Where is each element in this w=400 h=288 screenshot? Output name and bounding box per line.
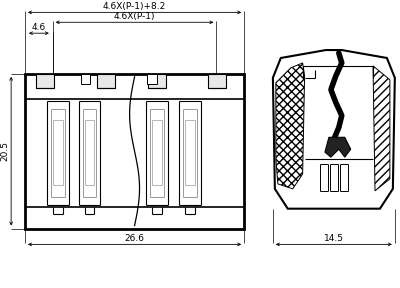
- Bar: [80, 74, 90, 84]
- Text: 4.6: 4.6: [32, 23, 46, 32]
- Text: 4.6X(P-1): 4.6X(P-1): [114, 12, 155, 21]
- Polygon shape: [273, 50, 395, 209]
- Bar: [36, 74, 54, 88]
- Text: 4.6X(P-1)+8.2: 4.6X(P-1)+8.2: [103, 2, 166, 11]
- Bar: [97, 74, 115, 88]
- Polygon shape: [325, 137, 351, 157]
- Bar: [148, 74, 166, 88]
- Text: 26.6: 26.6: [124, 234, 144, 243]
- Polygon shape: [373, 66, 390, 191]
- Text: 20.5: 20.5: [1, 141, 10, 161]
- Text: 14.5: 14.5: [324, 234, 344, 243]
- Polygon shape: [25, 74, 244, 228]
- Bar: [208, 74, 226, 88]
- Polygon shape: [276, 63, 305, 189]
- Bar: [147, 74, 157, 84]
